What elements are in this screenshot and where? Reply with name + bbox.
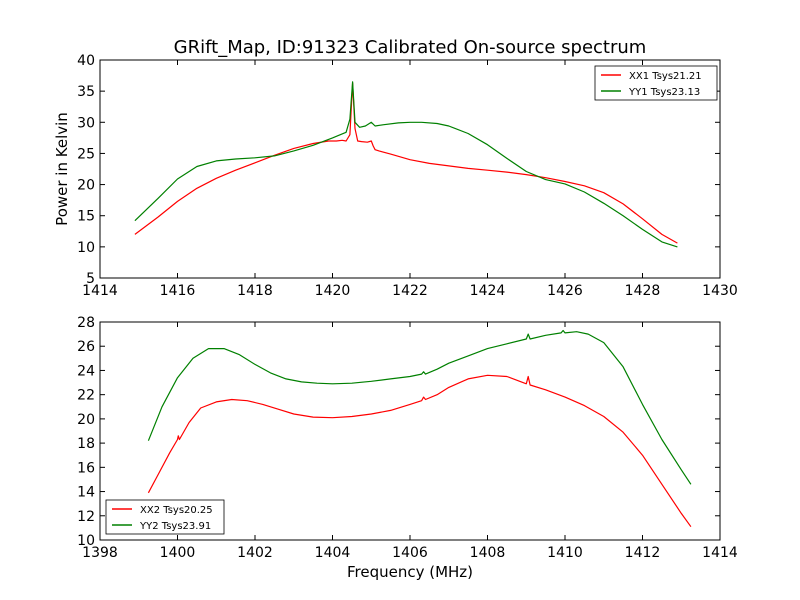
x-tick-label: 1414	[82, 283, 118, 299]
y-tick-label: 10	[77, 240, 95, 256]
x-tick-label: 1406	[392, 545, 428, 561]
y-tick-label: 20	[77, 412, 95, 428]
x-tick-label: 1412	[625, 545, 661, 561]
legend: XX1 Tsys21.21 YY1 Tsys23.13	[594, 65, 718, 101]
x-tick-label: 1400	[160, 545, 196, 561]
legend-label-1: XX1 Tsys21.21	[629, 71, 702, 82]
series-line-1-2	[134, 81, 678, 248]
y-tick-label: 28	[77, 315, 95, 331]
y-tick-label: 22	[77, 388, 95, 404]
y-tick-label: 20	[77, 178, 95, 194]
x-axis-label: Frequency (MHz)	[347, 563, 473, 581]
y-axis-label: Power in Kelvin	[53, 112, 71, 226]
y-tick-label: 26	[77, 339, 95, 355]
x-tick-label: 1422	[392, 283, 428, 299]
y-tick-label: 15	[77, 209, 95, 225]
x-tick-label: 1402	[237, 545, 273, 561]
chart-title: GRift_Map, ID:91323 Calibrated On-source…	[174, 37, 647, 58]
x-tick-label: 1398	[82, 545, 118, 561]
legend-box	[594, 65, 718, 101]
y-tick-label: 10	[77, 533, 95, 549]
x-tick-label: 1426	[547, 283, 583, 299]
legend-label-2: YY2 Tsys23.91	[139, 521, 211, 532]
y-tick-label: 30	[77, 115, 95, 131]
y-tick-label: 14	[77, 485, 95, 501]
y-tick-label: 5	[86, 271, 95, 287]
bottom-panel: 1398 1400 1402 1404 1406 1408 1410 1412 1414 10 12…	[77, 315, 738, 581]
x-tick-label: 1428	[625, 283, 661, 299]
legend-label-2: YY1 Tsys23.13	[628, 87, 700, 98]
x-tick-label: 1404	[315, 545, 351, 561]
x-tick-label: 1416	[160, 283, 196, 299]
series-line-2-2	[147, 329, 692, 485]
series-line-1-1	[134, 82, 678, 244]
top-panel: 1414 1416 1418 1420 1422 1424 1426 1428 1430 5 10 1…	[53, 53, 738, 299]
y-tick-label: 16	[77, 460, 95, 476]
y-tick-label: 18	[77, 436, 95, 452]
x-tick-label: 1430	[702, 283, 738, 299]
y-tick-label: 25	[77, 146, 95, 162]
series-line-2-1	[147, 374, 692, 528]
legend-box	[105, 499, 225, 535]
x-tick-label: 1420	[315, 283, 351, 299]
y-tick-label: 12	[77, 509, 95, 525]
y-tick-label: 35	[77, 84, 95, 100]
x-tick-label: 1408	[470, 545, 506, 561]
legend-label-1: XX2 Tsys20.25	[140, 505, 213, 516]
y-tick-label: 24	[77, 363, 95, 379]
x-tick-label: 1414	[702, 545, 738, 561]
y-tick-label: 40	[77, 53, 95, 69]
x-tick-label: 1410	[547, 545, 583, 561]
legend: XX2 Tsys20.25 YY2 Tsys23.91	[105, 499, 225, 535]
x-tick-label: 1424	[470, 283, 506, 299]
x-tick-label: 1418	[237, 283, 273, 299]
